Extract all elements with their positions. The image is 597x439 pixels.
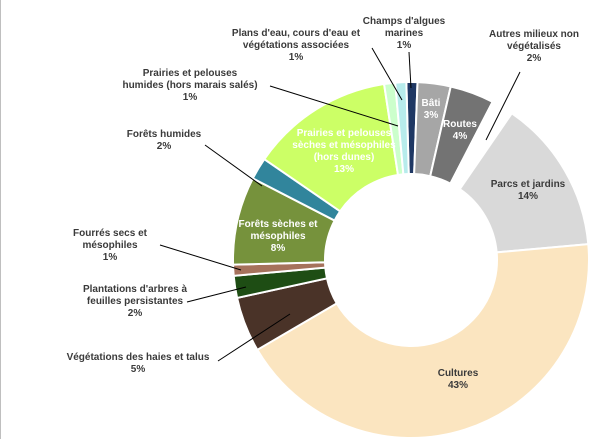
label-forets-seches-et-mesophiles: Forêts sèches et mésophiles 8%: [239, 219, 319, 254]
slice-cultures: [255, 243, 590, 439]
labels-group: Champs d'algues marines 1% Bâti 3%Routes 4% Au…: [67, 16, 579, 391]
leader-line-fourres-secs-et-mesophiles: [159, 244, 242, 271]
slices-group: [232, 81, 590, 439]
slice-plans-d-eau-cours-d-eau-et-vegetations-associees: [394, 81, 410, 176]
label-bati: Bâti 3%: [422, 98, 441, 121]
slice-parcs-et-jardins: [458, 111, 590, 254]
label-forets-humides: Forêts humides 2%: [127, 129, 202, 152]
label-prairies-et-pelouses-seches-et-mesophiles-hors-dunes: Prairies et pelouses sèches et mésophiles…: [292, 128, 396, 175]
leader-line-plans-d-eau-cours-d-eau-et-vegetations-associees: [371, 47, 403, 101]
label-champs-d-algues-marines: Champs d'algues marines 1%: [363, 16, 446, 51]
label-plans-d-eau-cours-d-eau-et-vegetations-associees: Plans d'eau, cours d'eau et végétations a…: [232, 28, 361, 63]
leader-line-plantations-d-arbres-a-feuilles-persistantes: [186, 286, 247, 303]
label-autres-milieux-non-vegetalises: Autres milieux non végétalisés 2%: [489, 29, 579, 64]
leader-line-forets-humides: [204, 144, 263, 187]
label-cultures: Cultures 43%: [438, 368, 479, 391]
leader-line-champs-d-algues-marines: [408, 51, 412, 89]
label-fourres-secs-et-mesophiles: Fourrés secs et mésophiles 1%: [73, 228, 148, 263]
label-vegetations-des-haies-et-talus: Végétations des haies et talus 5%: [67, 352, 210, 375]
frame-border: [0, 0, 1, 439]
label-routes: Routes 4%: [443, 119, 477, 142]
leader-line-autres-milieux-non-vegetalises: [485, 71, 521, 141]
label-parcs-et-jardins: Parcs et jardins 14%: [491, 179, 566, 202]
leader-lines-group: [159, 47, 521, 362]
leader-line-vegetations-des-haies-et-talus: [217, 313, 291, 362]
label-plantations-d-arbres-a-feuilles-persistantes: Plantations d'arbres à feuilles persistan…: [83, 284, 188, 319]
leader-line-prairies-et-pelouses-humides-hors-marais-sales: [269, 85, 399, 127]
label-prairies-et-pelouses-humides-hors-marais-sales: Prairies et pelouses humides (hors marais…: [122, 68, 257, 103]
